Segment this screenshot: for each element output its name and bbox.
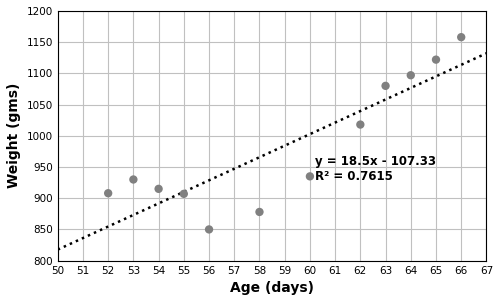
Point	[256, 210, 264, 214]
Text: y = 18.5x - 107.33
R² = 0.7615: y = 18.5x - 107.33 R² = 0.7615	[315, 155, 436, 182]
Point	[407, 73, 415, 78]
Point	[432, 57, 440, 62]
Y-axis label: Weight (gms): Weight (gms)	[7, 83, 21, 188]
Point	[205, 227, 213, 232]
Point	[306, 174, 314, 179]
X-axis label: Age (days): Age (days)	[230, 281, 314, 295]
Point	[154, 186, 162, 191]
Point	[356, 122, 364, 127]
Point	[457, 35, 465, 40]
Point	[104, 191, 112, 196]
Point	[382, 83, 390, 88]
Point	[180, 191, 188, 196]
Point	[130, 177, 138, 182]
